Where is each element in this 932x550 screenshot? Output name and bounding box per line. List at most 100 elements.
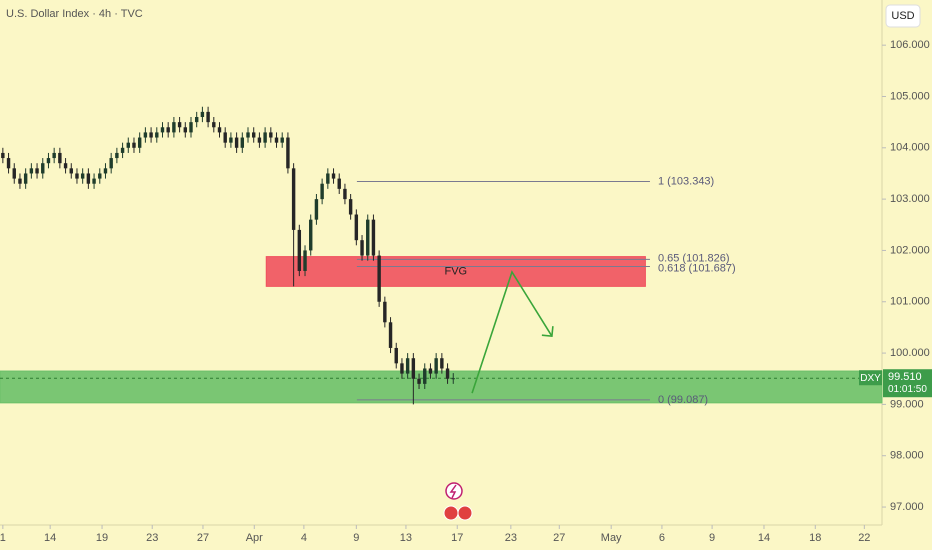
y-tick-label: 98.000 — [890, 450, 924, 462]
zone — [0, 370, 883, 404]
candle-body — [6, 158, 11, 169]
event-icons — [443, 482, 473, 521]
projection-arrowhead — [541, 326, 554, 338]
candle-body — [405, 358, 410, 374]
candle-body — [155, 132, 159, 138]
candle-body — [246, 132, 250, 138]
candle-body — [109, 158, 113, 169]
x-tick-label: 14 — [758, 532, 770, 544]
candle-body — [440, 358, 444, 369]
candle-body — [234, 137, 239, 148]
x-tick-label: 27 — [197, 532, 209, 544]
candle-body — [286, 137, 290, 169]
x-tick-label: 13 — [400, 532, 412, 544]
candle-body — [320, 183, 324, 200]
candle-body — [189, 122, 193, 133]
candle-body — [217, 127, 222, 133]
x-tick-label: 23 — [505, 532, 517, 544]
candle-body — [206, 111, 210, 123]
candle-body — [46, 158, 51, 164]
x-tick-label: 22 — [858, 532, 870, 544]
x-tick-label: 1 — [0, 532, 6, 544]
candle-body — [451, 378, 455, 380]
candle-body — [417, 378, 421, 384]
candle-body — [166, 127, 170, 133]
candle-body — [252, 132, 256, 138]
candle-body — [428, 368, 433, 374]
candle-body — [240, 137, 245, 148]
x-tick-label: 23 — [146, 532, 158, 544]
candle-body — [274, 137, 279, 143]
x-tick-label: Apr — [246, 532, 263, 544]
candle-body — [160, 127, 165, 133]
candle-body — [366, 219, 370, 256]
x-tick-label: May — [601, 532, 622, 544]
y-tick-label: 105.000 — [890, 90, 930, 102]
x-tick-label: 4 — [301, 532, 307, 544]
candle-body — [423, 368, 427, 384]
x-tick-label: 9 — [709, 532, 715, 544]
candle-body — [103, 168, 108, 174]
candle-body — [388, 322, 393, 348]
candle-body — [149, 132, 153, 138]
x-tick-label: 14 — [44, 532, 56, 544]
candle-body — [371, 219, 376, 256]
symbol-tag — [859, 370, 882, 386]
candle-body — [183, 127, 188, 133]
y-tick-label: 101.000 — [890, 296, 930, 308]
zone-label: FVG — [445, 265, 468, 277]
fib-label: 0.65 (101.826) — [658, 252, 730, 264]
candle-body — [360, 240, 364, 256]
currency[interactable]: USD — [891, 10, 914, 22]
candle-body — [291, 168, 296, 230]
candle-body — [143, 132, 148, 138]
candle-body — [337, 178, 341, 189]
y-tick-label: 99.000 — [890, 398, 924, 410]
candle-body — [194, 117, 199, 123]
candle-body — [377, 255, 381, 302]
fib-label: 0 (99.087) — [658, 394, 708, 406]
y-tick-label: 104.000 — [890, 142, 930, 154]
price-tag — [883, 369, 932, 398]
candle-body — [1, 152, 5, 159]
x-tick-label: 9 — [353, 532, 359, 544]
projection-path — [471, 270, 553, 394]
x-tick-label: 19 — [96, 532, 108, 544]
chart-title: U.S. Dollar Index · 4h · TVC — [6, 8, 143, 20]
candle-body — [257, 137, 262, 143]
candle-body — [223, 132, 227, 143]
x-tick-label: 6 — [659, 532, 665, 544]
candle-body — [400, 363, 404, 374]
candle-body — [172, 122, 176, 133]
symbol-label: DXY — [860, 373, 881, 384]
x-tick-label: 18 — [809, 532, 821, 544]
candle-body — [303, 250, 307, 271]
candle-body — [58, 152, 62, 164]
y-tick-label: 106.000 — [890, 39, 930, 51]
candle-body — [52, 152, 56, 159]
y-tick-label: 102.000 — [890, 244, 930, 256]
candle-body — [120, 147, 125, 153]
candle-body — [383, 301, 387, 323]
candle-body — [92, 178, 96, 184]
candle-body — [63, 163, 68, 169]
candle-body — [177, 122, 182, 128]
candle-body — [314, 199, 319, 220]
x-tick-label: 17 — [451, 532, 463, 544]
candle-body — [137, 137, 142, 148]
candle-body — [200, 111, 205, 118]
x-tick-label: 27 — [553, 532, 565, 544]
candle-body — [69, 168, 73, 174]
candle-body — [331, 173, 336, 179]
price-label: 99.510 — [888, 371, 922, 383]
y-tick-label: 97.000 — [890, 501, 924, 513]
candle-body — [75, 173, 79, 179]
currency-box[interactable] — [885, 4, 921, 28]
candle-body — [23, 173, 28, 184]
candle-body — [326, 173, 330, 184]
candle-body — [434, 358, 438, 374]
fib-label: 0.618 (101.687) — [658, 262, 736, 274]
candle-body — [115, 152, 119, 159]
